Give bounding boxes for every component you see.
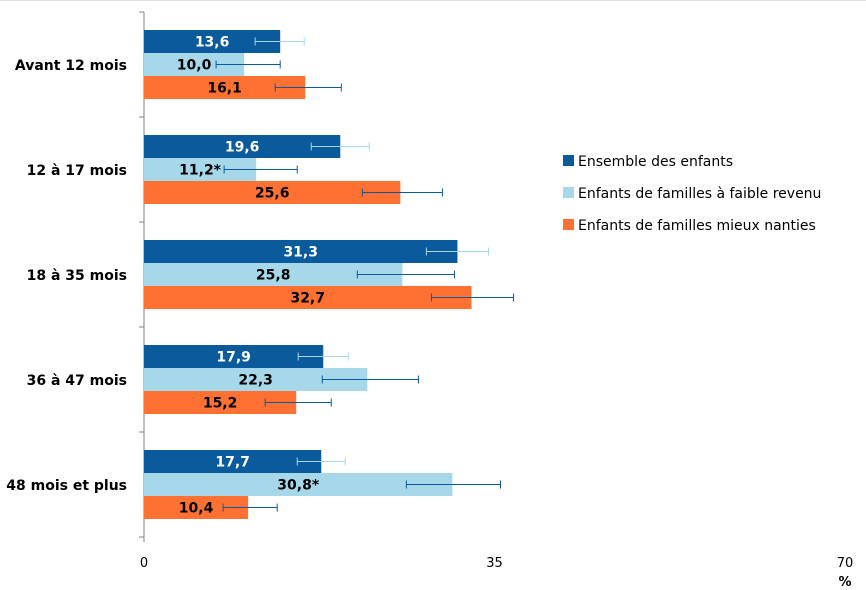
value-label: 10,4 xyxy=(179,501,214,517)
value-label: 19,6 xyxy=(225,140,260,156)
bar xyxy=(144,286,472,309)
bar xyxy=(144,76,306,99)
legend-swatch xyxy=(563,219,574,230)
bar xyxy=(144,391,297,414)
bar xyxy=(144,345,324,368)
bar xyxy=(144,135,341,158)
bar xyxy=(144,496,249,519)
value-label: 13,6 xyxy=(195,35,230,51)
bar xyxy=(144,158,257,181)
legend-label: Ensemble des enfants xyxy=(578,154,733,170)
category-label: Avant 12 mois xyxy=(15,58,127,74)
x-tick-label: 0 xyxy=(140,556,148,571)
value-label: 11,2* xyxy=(179,163,222,179)
x-tick-label: 35 xyxy=(486,556,503,571)
value-label: 16,1 xyxy=(207,81,242,97)
bar xyxy=(144,450,322,473)
value-label: 31,3 xyxy=(283,245,318,261)
legend-label: Enfants de familles mieux nanties xyxy=(578,218,816,234)
category-label: 18 à 35 mois xyxy=(27,268,127,284)
legend-label: Enfants de familles à faible revenu xyxy=(578,186,821,202)
value-label: 17,7 xyxy=(215,455,250,471)
value-label: 15,2 xyxy=(203,396,238,412)
bar xyxy=(144,30,281,53)
value-label: 10,0 xyxy=(177,58,212,74)
bar xyxy=(144,473,453,496)
value-label: 25,6 xyxy=(255,186,290,202)
value-label: 30,8* xyxy=(277,478,320,494)
bar xyxy=(144,368,368,391)
value-label: 25,8 xyxy=(256,268,291,284)
legend-swatch xyxy=(563,155,574,166)
value-label: 17,9 xyxy=(216,350,251,366)
legend-swatch xyxy=(563,187,574,198)
bar xyxy=(144,181,401,204)
x-unit-label: % xyxy=(838,575,851,590)
value-label: 22,3 xyxy=(238,373,273,389)
bar xyxy=(144,263,403,286)
bar xyxy=(144,53,245,76)
category-label: 12 à 17 mois xyxy=(27,163,127,179)
category-label: 48 mois et plus xyxy=(6,478,127,494)
value-label: 32,7 xyxy=(290,291,325,307)
bar xyxy=(144,240,458,263)
category-label: 36 à 47 mois xyxy=(27,373,127,389)
x-tick-label: 70 xyxy=(837,556,854,571)
